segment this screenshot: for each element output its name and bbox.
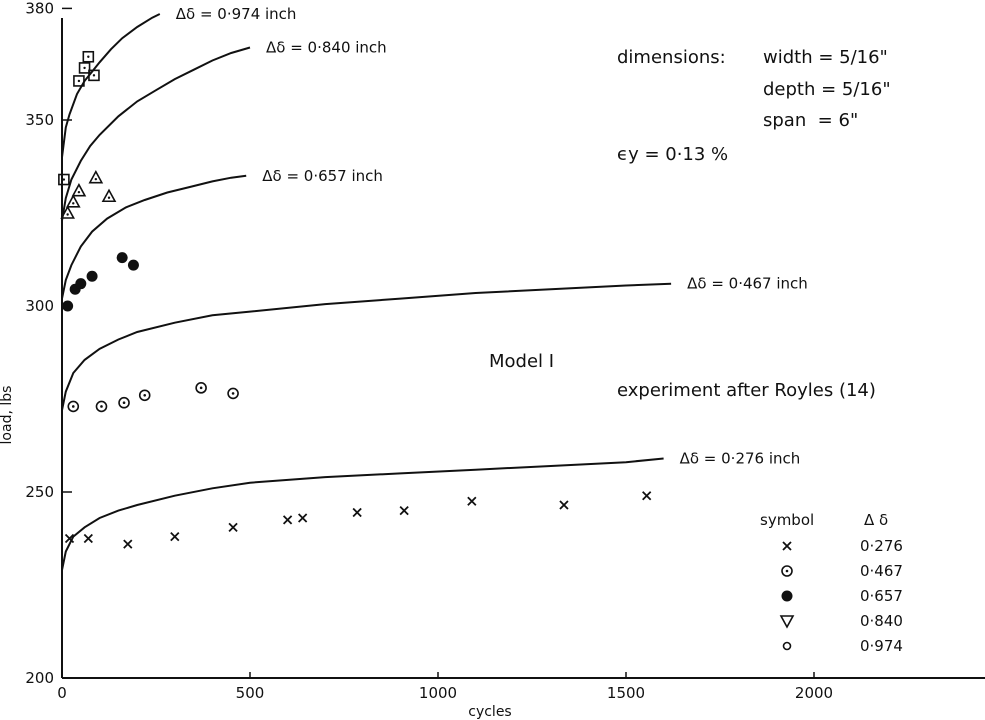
annotations: dimensions: width = 5/16" depth = 5/16" …	[489, 47, 891, 401]
axis-ticks: 0 500 1000 1500 2000 200 250 300 350 380	[25, 0, 833, 702]
curve-label-3: Δδ = 0·467 inch	[687, 275, 808, 293]
data-point-0-7	[352, 507, 362, 518]
dimension-span: span = 6"	[763, 110, 858, 131]
dimensions-label: dimensions:	[617, 47, 726, 68]
data-point-0-5	[282, 515, 293, 525]
curve-label-1: Δδ = 0·840 inch	[266, 38, 387, 56]
y-tick-label: 380	[25, 0, 54, 17]
data-point-1-0	[67, 400, 80, 413]
legend-marker-4	[782, 641, 792, 651]
x-tick-label: 1500	[607, 684, 645, 702]
data-point-3-4	[101, 188, 117, 203]
x-tick-label: 1000	[419, 684, 457, 702]
curve-label-4: Δδ = 0·276 inch	[680, 450, 801, 468]
legend-header-value: Δ δ	[864, 511, 888, 529]
data-point-4-4	[88, 69, 100, 82]
data-point-1-4	[195, 382, 207, 394]
y-tick-label: 200	[25, 669, 54, 687]
data-point-0-6	[298, 513, 308, 523]
fitted-curves: Δδ = 0·974 inch Δδ = 0·840 inch Δδ = 0·657…	[61, 5, 808, 571]
data-point-1-5	[227, 387, 239, 400]
legend-value-0: 0·276	[860, 537, 903, 555]
legend-marker-1	[781, 565, 793, 577]
data-point-0-10	[559, 500, 569, 510]
data-point-4-1	[73, 75, 85, 87]
legend-marker-2	[781, 590, 793, 602]
curve-label-0: Δδ = 0·974 inch	[176, 5, 297, 23]
legend-header-symbol: symbol	[760, 511, 814, 529]
data-point-4-0	[58, 173, 70, 186]
data-point-1-3	[138, 389, 151, 402]
legend-marker-0	[782, 541, 792, 551]
data-point-3-0	[60, 205, 75, 219]
legend-marker-3	[779, 615, 795, 629]
data-point-0-2	[123, 539, 133, 549]
data-point-0-0	[64, 533, 75, 544]
legend-value-3: 0·840	[860, 612, 903, 630]
data-point-2-4	[116, 252, 128, 264]
data-point-0-8	[399, 505, 409, 516]
data-point-0-1	[83, 533, 93, 544]
model-label: Model I	[489, 351, 554, 372]
legend: symbol Δ δ 0·276 0·467 0·657 0·840 0·974	[760, 511, 903, 655]
y-tick-label: 350	[25, 111, 54, 129]
data-point-1-1	[95, 400, 108, 413]
legend-value-1: 0·467	[860, 562, 903, 580]
legend-value-2: 0·657	[860, 587, 903, 605]
data-point-2-5	[127, 259, 139, 271]
y-tick-label: 250	[25, 483, 54, 501]
data-point-2-0	[62, 300, 74, 312]
x-axis-title: cycles	[468, 704, 511, 720]
data-point-3-2	[71, 183, 87, 197]
data-point-0-9	[467, 496, 477, 506]
dimension-depth: depth = 5/16"	[763, 79, 891, 100]
y-tick-label: 300	[25, 297, 54, 315]
x-tick-label: 2000	[795, 684, 833, 702]
legend-value-4: 0·974	[860, 637, 903, 655]
experiment-label: experiment after Royles (14)	[617, 380, 876, 401]
data-point-0-4	[228, 522, 238, 532]
data-point-2-3	[86, 270, 98, 282]
x-tick-label: 500	[236, 684, 265, 702]
curve-2	[61, 174, 247, 299]
data-point-3-3	[88, 169, 104, 184]
data-point-3-1	[65, 194, 81, 208]
data-point-4-2	[78, 62, 91, 74]
y-axis-title: load, lbs	[0, 386, 15, 445]
curve-3	[61, 282, 672, 411]
yield-strain: ϵy = 0·13 %	[617, 144, 728, 165]
curve-label-2: Δδ = 0·657 inch	[262, 167, 383, 185]
data-points	[58, 50, 652, 549]
data-point-2-2	[75, 278, 87, 290]
data-point-0-11	[642, 491, 652, 501]
x-tick-label: 0	[57, 684, 67, 702]
curve-0	[61, 13, 161, 158]
curve-4	[61, 457, 664, 571]
data-point-4-3	[82, 50, 95, 63]
dimension-width: width = 5/16"	[763, 47, 888, 68]
data-point-0-3	[170, 532, 180, 542]
curve-1	[61, 46, 251, 221]
data-point-1-2	[118, 396, 130, 409]
